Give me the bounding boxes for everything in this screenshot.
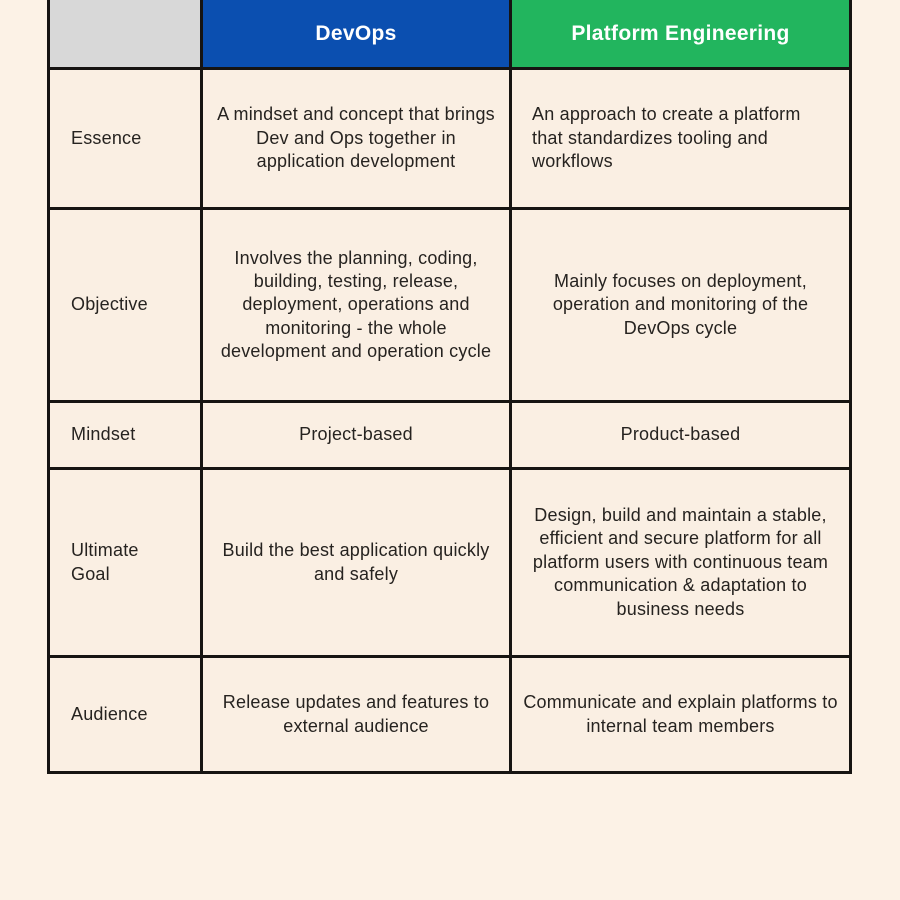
row-label-objective: Objective xyxy=(50,210,200,400)
ultimate-goal-devops-cell: Build the best application quickly and s… xyxy=(203,470,509,655)
objective-devops-cell: Involves the planning, coding, building,… xyxy=(203,210,509,400)
essence-devops-cell: A mindset and concept that brings Dev an… xyxy=(203,70,509,207)
mindset-devops-cell: Project-based xyxy=(203,403,509,467)
comparison-table: DevOps Platform Engineering Essence A mi… xyxy=(47,0,852,774)
devops-column-header: DevOps xyxy=(203,0,509,67)
mindset-platform-cell: Product-based xyxy=(512,403,849,467)
row-label-mindset: Mindset xyxy=(50,403,200,467)
corner-cell xyxy=(50,0,200,67)
audience-devops-cell: Release updates and features to external… xyxy=(203,658,509,771)
row-label-audience: Audience xyxy=(50,658,200,771)
objective-platform-cell: Mainly focuses on deployment, operation … xyxy=(512,210,849,400)
row-label-essence: Essence xyxy=(50,70,200,207)
ultimate-goal-platform-cell: Design, build and maintain a stable, eff… xyxy=(512,470,849,655)
platform-column-header: Platform Engineering xyxy=(512,0,849,67)
row-label-ultimate-goal: Ultimate Goal xyxy=(50,470,200,655)
essence-platform-cell: An approach to create a platform that st… xyxy=(512,70,849,207)
audience-platform-cell: Communicate and explain platforms to int… xyxy=(512,658,849,771)
